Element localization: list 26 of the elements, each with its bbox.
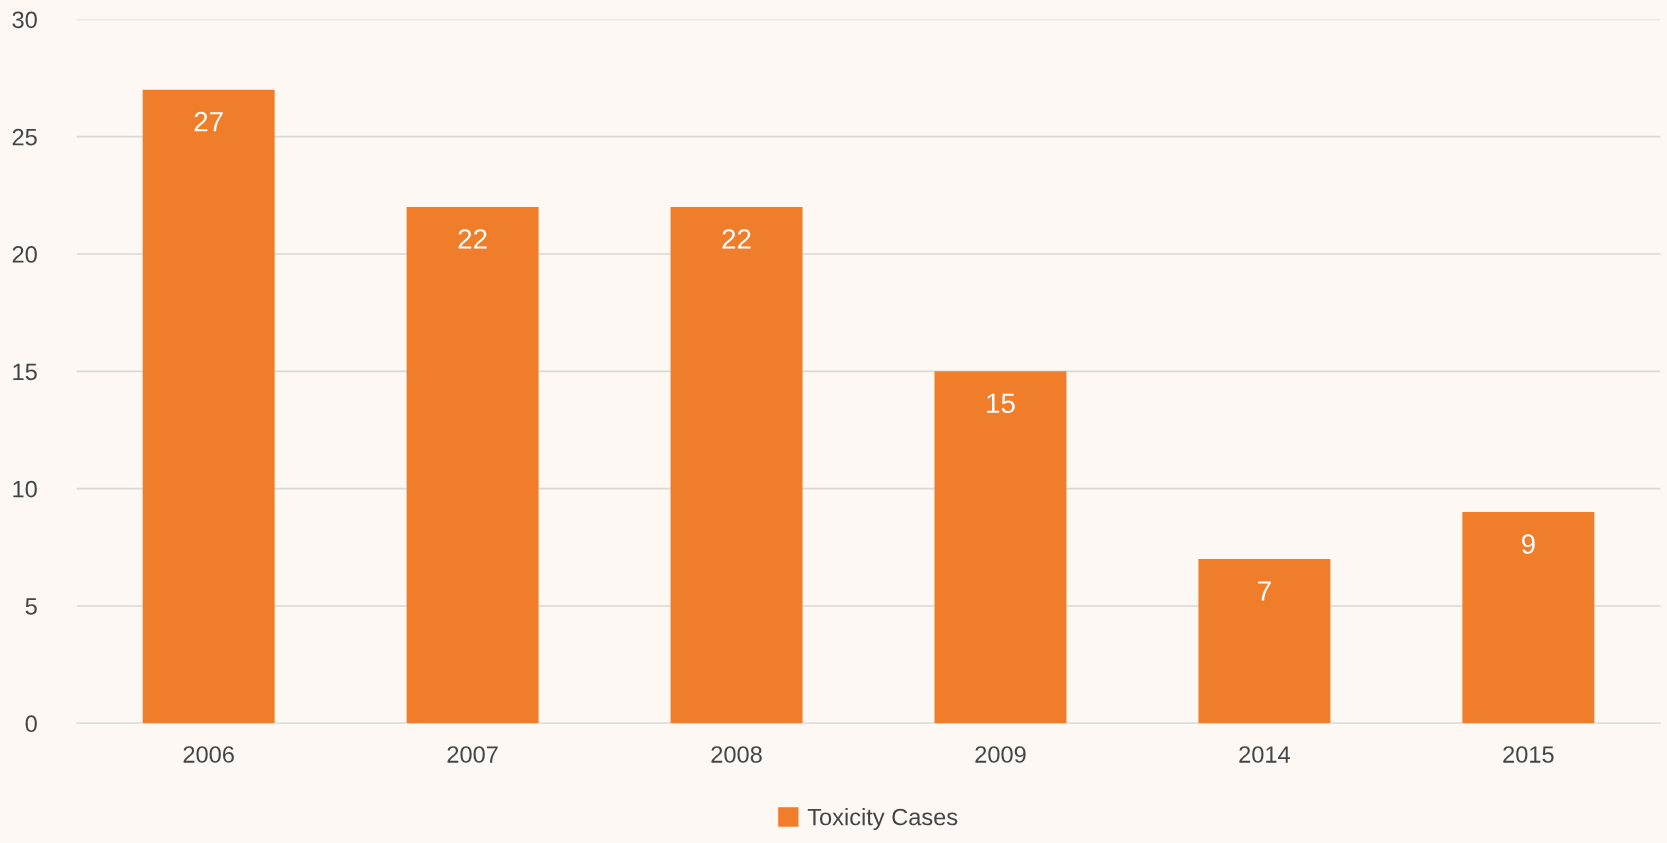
y-tick-label: 20 [12, 246, 37, 263]
y-tick-label: 5 [25, 598, 37, 615]
bar [1462, 512, 1595, 724]
y-tick-label: 30 [12, 11, 37, 29]
y-tick-label: 15 [13, 363, 37, 381]
x-tick-label: 2008 [711, 746, 762, 763]
x-tick-label: 2006 [183, 746, 234, 763]
x-tick-label: 2007 [447, 746, 498, 763]
bar [670, 207, 803, 724]
legend-label: Toxicity Cases [807, 808, 958, 831]
y-tick-label: 10 [13, 480, 37, 498]
bar [142, 89, 275, 724]
data-label: 9 [1521, 534, 1535, 554]
data-label: 27 [194, 111, 223, 132]
y-tick-label: 25 [12, 128, 37, 146]
y-tick-label: 0 [25, 715, 37, 733]
bar [934, 371, 1067, 724]
x-tick-label: 2015 [1503, 746, 1554, 763]
bar [1198, 559, 1331, 724]
bar [406, 207, 539, 724]
data-label: 22 [458, 229, 487, 249]
data-label: 15 [987, 393, 1015, 414]
x-tick-label: 2009 [975, 746, 1026, 763]
data-label: 7 [1258, 581, 1271, 601]
data-label: 22 [722, 229, 751, 249]
x-tick-label: 2014 [1239, 746, 1290, 763]
